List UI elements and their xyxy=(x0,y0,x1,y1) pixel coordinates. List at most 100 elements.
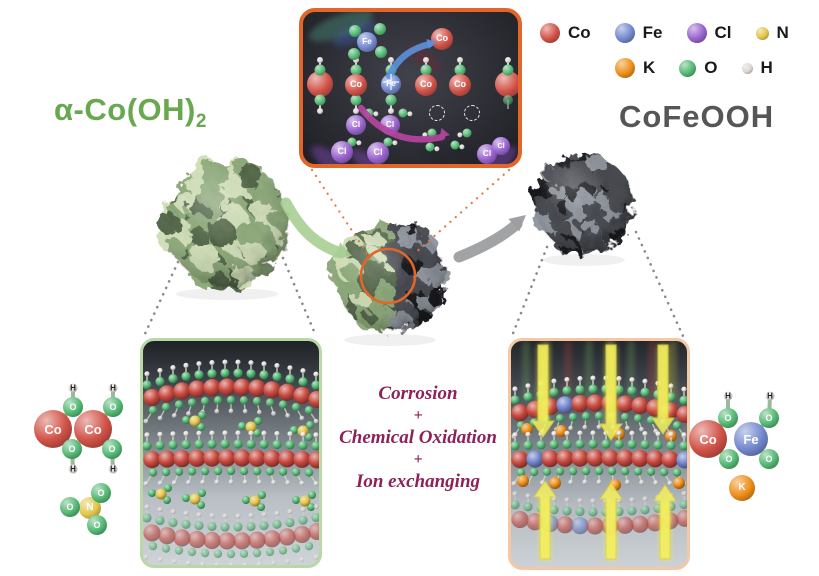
atom-co: Co xyxy=(689,420,727,458)
legend-swatch-cl xyxy=(686,23,707,43)
atom-o: O xyxy=(60,497,80,517)
atom-h: H xyxy=(68,464,78,474)
atom-h xyxy=(434,146,440,152)
atom-o: O xyxy=(718,408,738,428)
atom-o: O xyxy=(62,439,82,459)
atom-o xyxy=(502,64,514,76)
atom-o xyxy=(385,94,397,106)
co-oh2-molecule-with-nitrate: H O Co O H H O Co O H N O O O xyxy=(15,374,135,542)
atom-o: O xyxy=(102,439,122,459)
cofeooh-layered-structure-panel xyxy=(508,338,690,570)
co-oh2-lattice xyxy=(143,359,319,565)
atom-o xyxy=(420,64,432,76)
legend-item-n: N xyxy=(755,23,789,43)
mechanism-inset-panel: FeCoCoFeCoCoClClClClClCl xyxy=(299,8,522,168)
atom-o xyxy=(347,137,357,147)
legend-label-fe: Fe xyxy=(642,23,663,42)
atom-h xyxy=(457,57,463,63)
title-alpha-co-oh2: α-Co(OH)2 xyxy=(54,92,207,133)
atom-o xyxy=(314,64,326,76)
atom-o: O xyxy=(103,397,123,417)
atom-co: Co xyxy=(345,74,367,96)
atom-o xyxy=(450,140,460,150)
inset-arrows xyxy=(357,39,450,143)
atom-h xyxy=(317,108,323,114)
legend-label-n: N xyxy=(776,23,789,42)
atom-o xyxy=(314,94,326,106)
atom-h xyxy=(388,108,394,114)
atom-h xyxy=(459,144,465,150)
legend-item-cl: Cl xyxy=(686,23,732,43)
process-text: Corrosion + Chemical Oxidation + Ion exchang… xyxy=(316,381,520,495)
atom-h xyxy=(356,140,362,146)
atom-o xyxy=(383,137,393,147)
atom-o xyxy=(375,46,387,58)
cofe-ooh-molecule-with-k: H O Co O H O Fe O K xyxy=(689,386,815,511)
co-oh2-layered-structure-panel xyxy=(140,338,322,568)
atom-o: O xyxy=(91,483,111,503)
atom-h: H xyxy=(765,391,775,401)
process-line: Ion exchanging xyxy=(355,471,481,492)
vacancy-dashed-circle xyxy=(429,105,445,121)
legend-label-h: H xyxy=(760,58,773,77)
atom-o: O xyxy=(87,515,107,535)
atom-co: Co xyxy=(449,74,471,96)
legend-swatch-h xyxy=(741,62,753,74)
atom-o xyxy=(454,64,466,76)
process-line: Chemical Oxidation xyxy=(339,427,497,448)
atom-co: Co xyxy=(431,28,453,50)
atom-k: K xyxy=(729,475,755,501)
atom-co: Co xyxy=(74,410,112,448)
legend-swatch-k xyxy=(615,58,635,78)
atom-h xyxy=(505,57,511,63)
atom-co: Co xyxy=(415,74,437,96)
atom-o xyxy=(349,25,361,37)
atom-fe: Fe xyxy=(357,32,377,52)
legend-swatch-n xyxy=(755,26,769,40)
atom-o xyxy=(425,142,435,152)
cofeooh-lattice xyxy=(511,341,687,560)
atom-h: H xyxy=(108,464,118,474)
legend-swatch-o xyxy=(679,59,697,77)
atom-h xyxy=(353,57,359,63)
legend-row-1: Co Fe Cl N xyxy=(540,18,813,48)
legend-item-k: K xyxy=(615,58,655,78)
legend-item-o: O xyxy=(679,58,718,78)
atom-cl: Cl xyxy=(367,142,389,164)
process-line: Corrosion xyxy=(378,383,458,404)
legend-label-k: K xyxy=(643,58,656,77)
vacancy-dashed-circle xyxy=(464,105,480,121)
atom-o xyxy=(503,95,513,105)
atom-h: H xyxy=(68,383,78,393)
atom-h xyxy=(422,132,428,138)
atom-co: Co xyxy=(34,410,72,448)
legend-label-cl: Cl xyxy=(714,23,732,42)
atom-o xyxy=(350,64,362,76)
atom-h xyxy=(423,57,429,63)
atom-h xyxy=(388,57,394,63)
atom-h xyxy=(317,57,323,63)
atom-o: O xyxy=(719,449,739,469)
atom-o: O xyxy=(63,397,83,417)
legend-item-fe: Fe xyxy=(614,23,663,43)
legend-item-co: Co xyxy=(540,23,591,43)
legend-item-h: H xyxy=(741,58,773,78)
atom-o xyxy=(398,108,408,118)
title-cofeooh: CoFeOOH xyxy=(619,99,775,134)
atom-cl: Cl xyxy=(346,115,366,135)
atom-h xyxy=(457,132,463,138)
atom-h: H xyxy=(108,383,118,393)
inset-atom-layer: FeCoCoFeCoCoClClClClClCl xyxy=(303,12,518,164)
atom-o: O xyxy=(759,449,779,469)
atom-cl: Cl xyxy=(492,137,510,155)
legend-swatch-fe xyxy=(614,23,635,43)
legend-swatch-co xyxy=(540,23,560,43)
atom-h: H xyxy=(723,391,733,401)
atom-n: N xyxy=(79,497,101,519)
atom-h xyxy=(353,108,359,114)
atom-o: O xyxy=(759,408,779,428)
process-plus: + xyxy=(413,407,423,424)
atom-o xyxy=(350,94,362,106)
atom-cl: Cl xyxy=(331,141,353,163)
